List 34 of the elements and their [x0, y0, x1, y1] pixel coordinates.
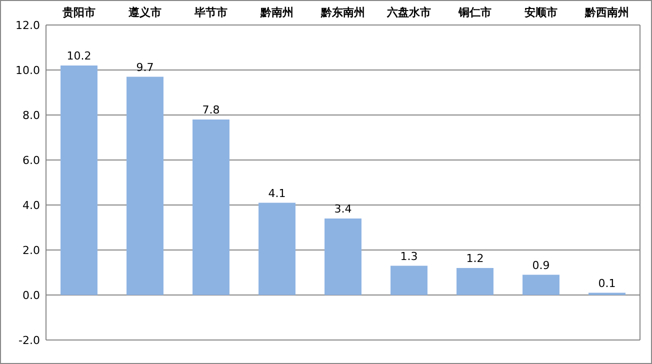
- data-label: 3.4: [334, 202, 352, 216]
- data-label: 9.7: [136, 60, 154, 74]
- x-tick-label: 安顺市: [524, 6, 558, 19]
- bar: [522, 274, 560, 295]
- y-tick-label: 8.0: [22, 109, 40, 122]
- y-tick-label: 4.0: [22, 199, 40, 212]
- y-tick-label: -2.0: [18, 334, 40, 347]
- bar: [390, 266, 428, 295]
- data-label: 7.8: [202, 104, 220, 116]
- y-tick-label: 12.0: [16, 19, 40, 32]
- x-tick-label: 遵义市: [128, 6, 162, 19]
- bar: [60, 66, 98, 295]
- x-tick-label: 黔西南州: [584, 6, 629, 19]
- data-label: 0.1: [598, 276, 616, 290]
- data-label: 1.3: [400, 250, 418, 263]
- data-label: 0.9: [532, 258, 550, 272]
- y-tick-label: 6.0: [22, 154, 40, 167]
- y-tick-label: 10.0: [16, 64, 40, 77]
- bar: [192, 120, 230, 295]
- y-tick-label: 0.0: [22, 289, 40, 302]
- data-label: 1.2: [466, 252, 484, 265]
- y-tick-label: 2.0: [22, 244, 40, 257]
- x-tick-label: 六盘水市: [386, 6, 431, 19]
- x-tick-label: 铜仁市: [458, 6, 492, 19]
- x-tick-label: 黔南州: [260, 6, 294, 19]
- bar: [126, 76, 164, 295]
- x-tick-label: 毕节市: [194, 6, 228, 19]
- data-label: 10.2: [66, 50, 92, 62]
- data-label: 4.1: [268, 186, 286, 200]
- bar: [258, 202, 296, 295]
- x-tick-label: 黔东南州: [320, 6, 365, 19]
- x-tick-label: 贵阳市: [62, 6, 96, 19]
- bar: [324, 218, 362, 295]
- bar: [456, 268, 494, 295]
